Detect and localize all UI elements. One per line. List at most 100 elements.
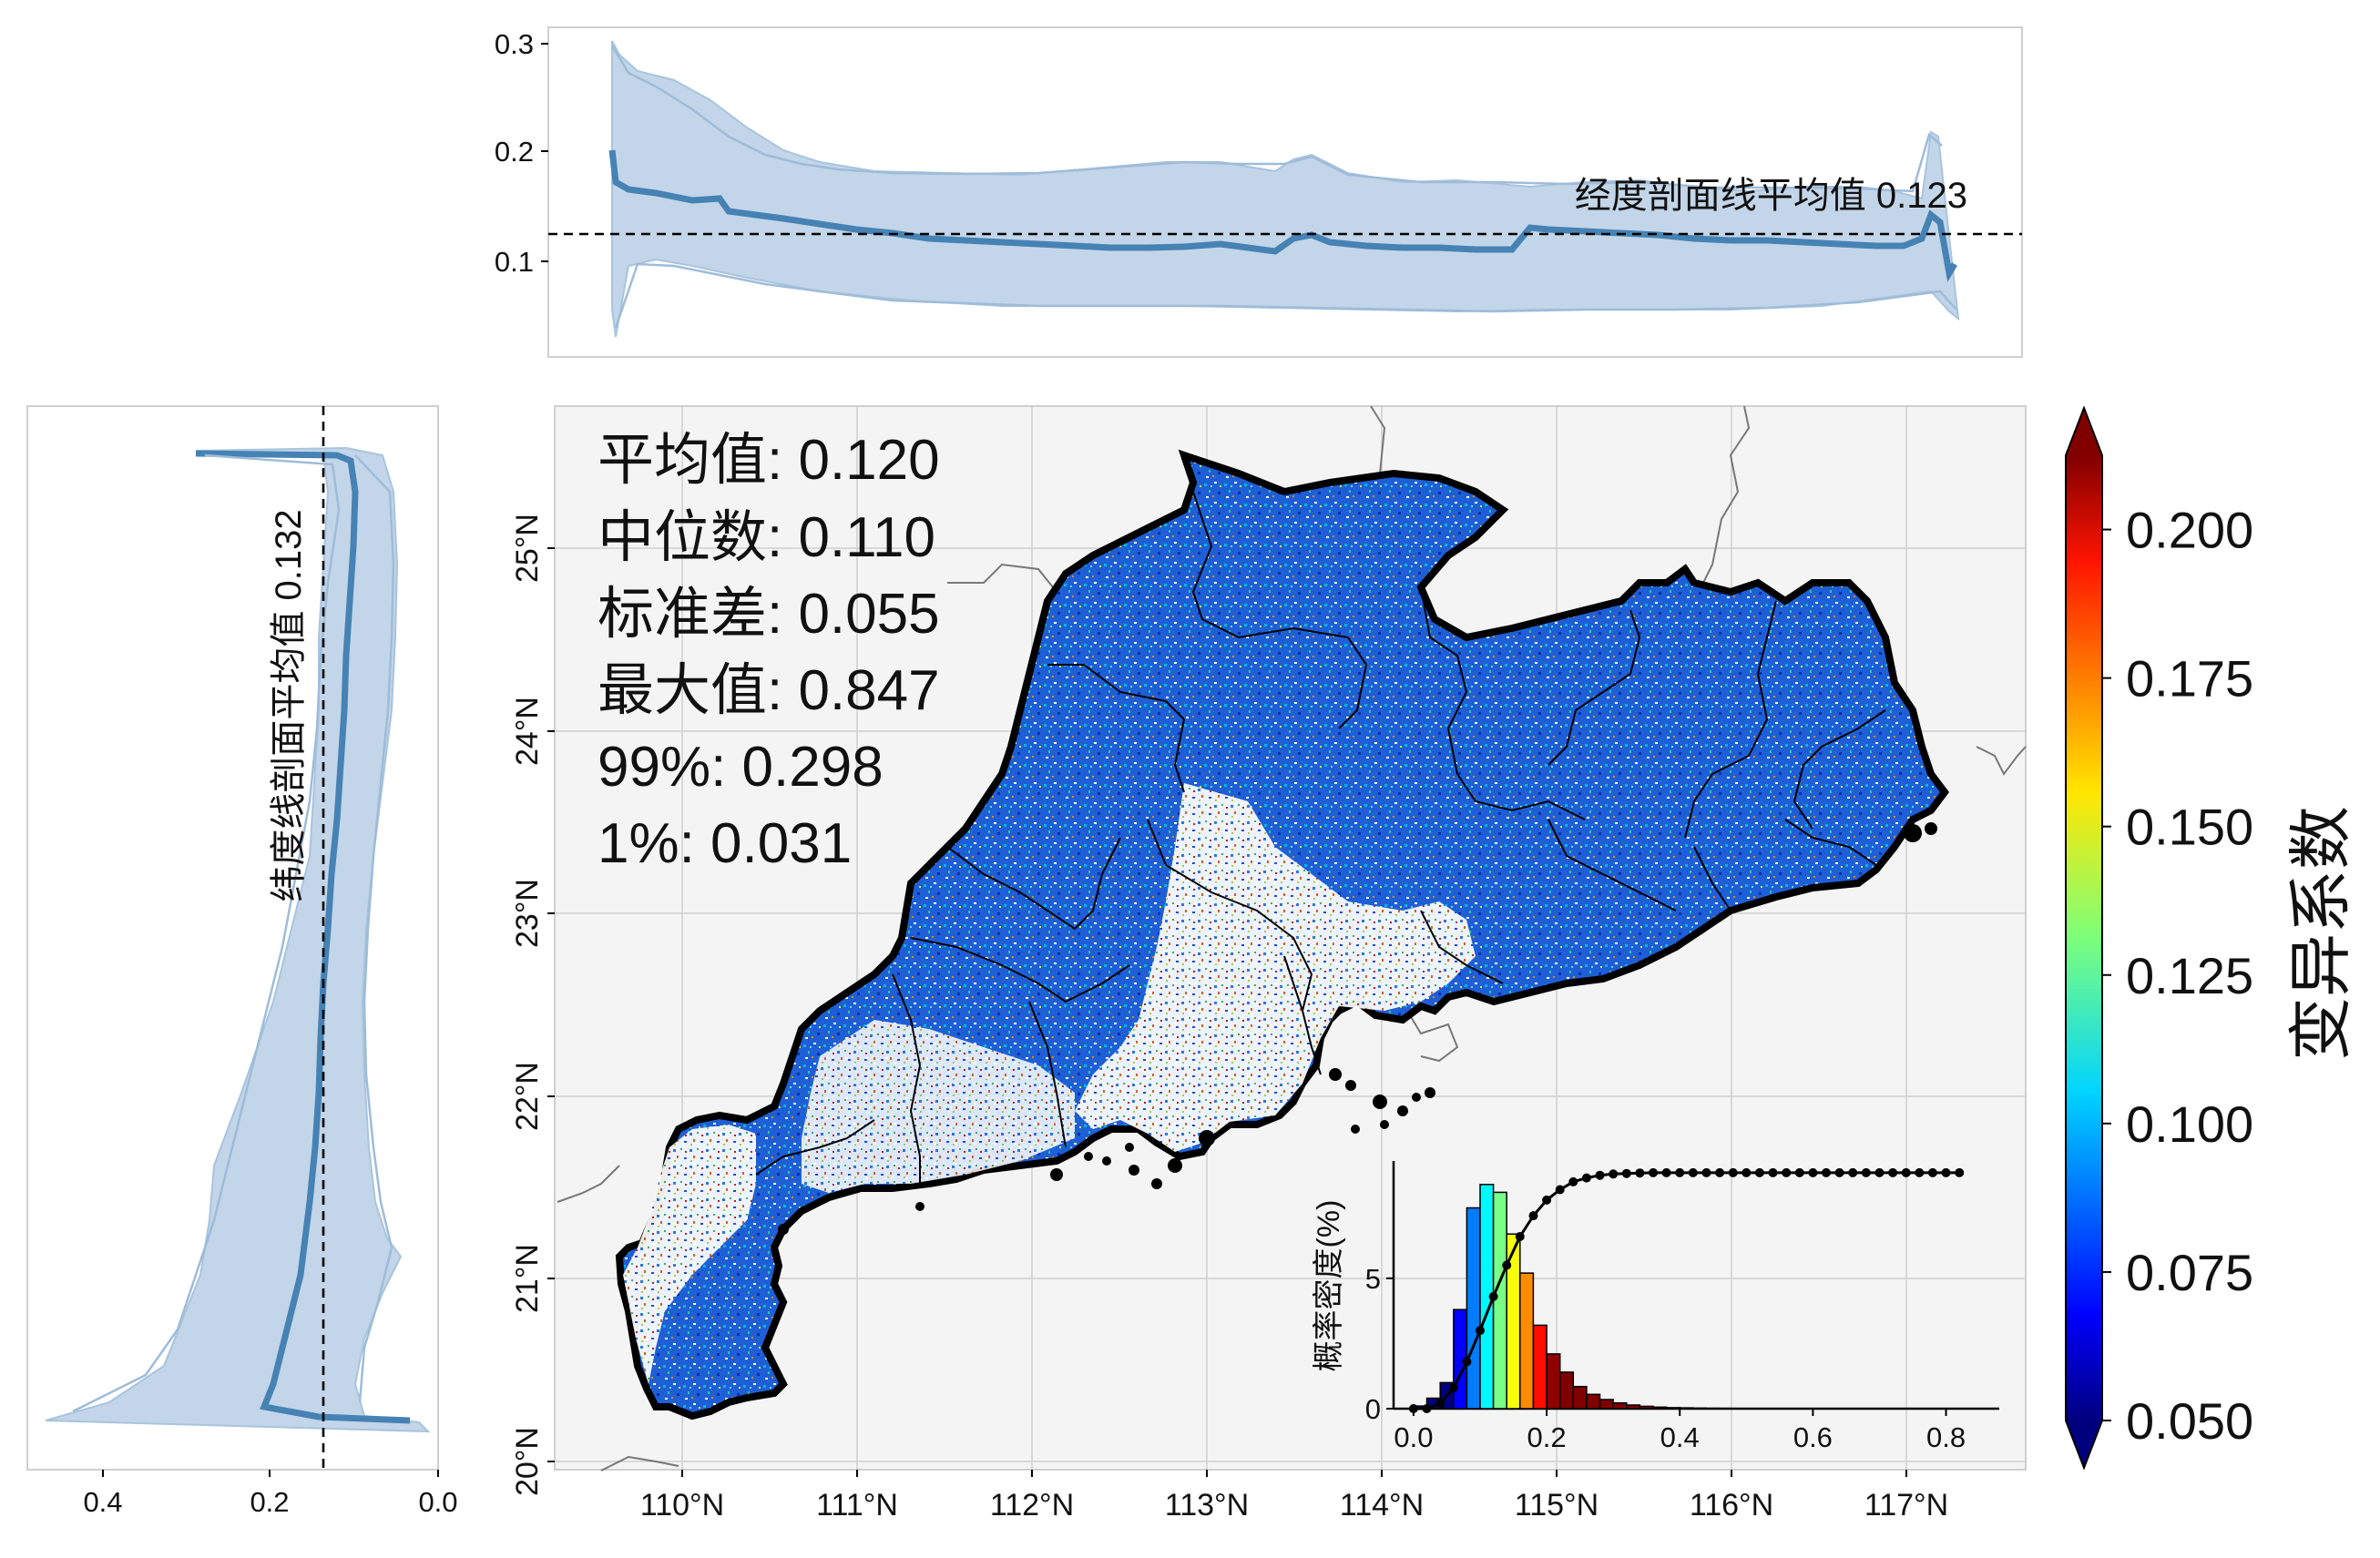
hist-bars: [1413, 1184, 1748, 1410]
hist-cdf-point: [1555, 1185, 1565, 1195]
hist-bar: [1665, 1407, 1680, 1410]
map-x-axis: 110°N 111°N 112°N 113°N 114°N 115°N 116°…: [640, 1470, 1948, 1522]
hist-cdf-point: [1568, 1176, 1578, 1186]
colorbar-tick: 0.175: [2126, 650, 2253, 708]
colorbar-tick: 0.100: [2126, 1095, 2253, 1153]
map-y-tick: 24°N: [510, 697, 545, 766]
hist-cdf-point: [1834, 1167, 1844, 1177]
hist-bar: [1532, 1324, 1548, 1410]
hist-bar: [1692, 1407, 1708, 1410]
hist-y-tick: 5: [1365, 1263, 1381, 1295]
hist-cdf-point: [1794, 1167, 1804, 1177]
hist-cdf-point: [1581, 1173, 1591, 1183]
stat-median: 中位数: 0.110: [598, 506, 935, 569]
stat-std: 标准差: 0.055: [598, 583, 940, 646]
hist-cdf-point: [1422, 1404, 1432, 1413]
hist-cdf-point: [1768, 1167, 1778, 1177]
hist-x-tick: 0.2: [1527, 1421, 1567, 1453]
hist-cdf-point: [1742, 1167, 1752, 1177]
map-y-tick: 23°N: [510, 879, 545, 948]
hist-cdf-point: [1688, 1167, 1698, 1177]
map-y-tick: 22°N: [510, 1062, 545, 1131]
hist-cdf-point: [1915, 1167, 1925, 1177]
hist-cdf-point: [1542, 1195, 1552, 1205]
left-profile-x-tick: 0.0: [418, 1486, 457, 1518]
left-profile-panel: 纬度线剖面平均值 0.132 0.4 0.2 0.0: [26, 405, 458, 1518]
map-panel: 平均值: 0.120 中位数: 0.110 标准差: 0.055 最大值: 0.…: [510, 405, 2027, 1522]
left-profile-x-tick: 0.2: [250, 1486, 289, 1518]
hist-cdf-point: [1661, 1167, 1671, 1177]
southwest-coast-sparse: [802, 1020, 1075, 1193]
colorbar-extend-max: [2066, 408, 2102, 455]
pearl-river-delta-sparse: [1075, 783, 1476, 1152]
hist-x-tick: 0.0: [1394, 1421, 1433, 1453]
hist-cdf-point: [1822, 1167, 1831, 1177]
hist-cdf-point: [1462, 1357, 1472, 1367]
hist-cdf-point: [1502, 1260, 1512, 1270]
map-x-tick: 117°N: [1864, 1488, 1948, 1522]
left-profile-x-axis: 0.4 0.2 0.0: [83, 1470, 458, 1518]
top-profile-panel: 经度剖面线平均值 0.123 0.3 0.2 0.1: [495, 26, 2023, 358]
hist-cdf-point: [1515, 1232, 1525, 1241]
hist-cdf-point: [1955, 1167, 1965, 1177]
left-profile-std-upper-line: [72, 453, 341, 1413]
left-profile-annotation: 纬度线剖面平均值 0.132: [269, 509, 309, 901]
colorbar-gradient: [2066, 455, 2102, 1421]
stat-max: 最大值: 0.847: [598, 659, 940, 722]
map-y-tick: 21°N: [510, 1244, 545, 1313]
hist-bar: [1466, 1207, 1481, 1410]
hist-cdf-point: [1528, 1211, 1538, 1221]
map-x-tick: 116°N: [1690, 1488, 1773, 1522]
top-profile-y-tick: 0.2: [495, 136, 534, 168]
top-profile-y-axis: 0.3 0.2 0.1: [495, 28, 548, 278]
hist-cdf-point: [1675, 1167, 1685, 1177]
top-profile-mean-line: [608, 149, 1958, 282]
map-y-axis: 25°N 24°N 23°N 22°N 21°N 20°N: [510, 514, 555, 1496]
prefecture-boundaries: [755, 491, 1886, 1184]
hist-y-tick: 0: [1365, 1393, 1381, 1425]
left-profile-std-lower-line: [354, 454, 395, 1403]
hist-cdf-point: [1701, 1167, 1711, 1177]
colorbar-label: 变异系数: [2285, 806, 2356, 1061]
hist-x-tick: 0.6: [1793, 1421, 1833, 1453]
hist-cdf-point: [1901, 1167, 1911, 1177]
colorbar-tick: 0.200: [2126, 502, 2253, 559]
hist-bar: [1586, 1393, 1601, 1410]
top-profile-std-upper-line: [610, 45, 1943, 193]
colorbar-outline: [2065, 405, 2103, 1471]
hist-cdf-point: [1609, 1169, 1619, 1179]
leizhou-peninsula-sparse: [623, 1125, 756, 1384]
hist-cdf-point: [1861, 1167, 1871, 1177]
hist-cdf-point: [1808, 1167, 1818, 1177]
hist-x-tick: 0.4: [1660, 1421, 1700, 1453]
map-x-tick: 112°N: [990, 1488, 1074, 1522]
map-y-tick: 25°N: [510, 514, 545, 583]
hist-bar: [1612, 1401, 1628, 1410]
colorbar-tick: 0.050: [2126, 1392, 2253, 1450]
map-x-tick: 110°N: [640, 1488, 724, 1522]
hist-cdf-point: [1888, 1167, 1898, 1177]
top-profile-annotation: 经度剖面线平均值 0.123: [1575, 176, 1967, 216]
colorbar-tick: 0.075: [2126, 1244, 2253, 1301]
hist-bar: [1572, 1385, 1588, 1410]
hist-cdf-point: [1941, 1167, 1951, 1177]
hist-bar: [1546, 1353, 1561, 1410]
hist-cdf-point: [1476, 1326, 1485, 1336]
hist-cdf-point: [1782, 1167, 1792, 1177]
hist-x-tick: 0.8: [1926, 1421, 1966, 1453]
hist-bar: [1639, 1405, 1654, 1410]
hist-cdf-points: [1408, 1167, 1965, 1413]
hist-bar: [1599, 1399, 1614, 1410]
hist-cdf-point: [1848, 1167, 1858, 1177]
hist-ylabel: 概率密度(%): [1312, 1200, 1346, 1372]
map-y-tick: 20°N: [510, 1427, 545, 1496]
stat-mean: 平均值: 0.120: [598, 429, 940, 492]
hist-cdf-point: [1435, 1399, 1445, 1409]
stat-p1: 1%: 0.031: [598, 812, 852, 875]
top-profile-y-tick: 0.1: [495, 246, 534, 278]
hist-y-ticks: 05: [1365, 1263, 1394, 1425]
hist-cdf-point: [1635, 1168, 1645, 1178]
hist-cdf-point: [1715, 1167, 1725, 1177]
colorbar-extend-min: [2066, 1421, 2102, 1468]
colorbar-ticks: 0.050 0.075 0.100 0.125 0.150 0.175 0.200: [2102, 502, 2253, 1450]
